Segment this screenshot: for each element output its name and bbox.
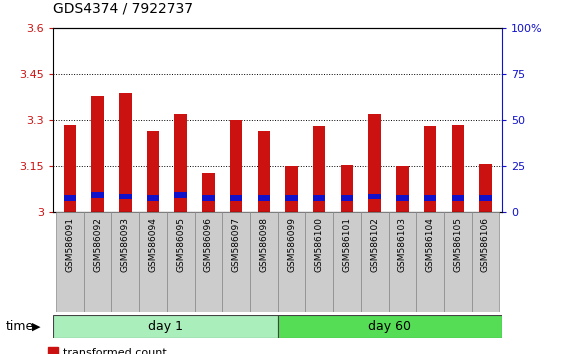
Text: ▶: ▶ xyxy=(32,321,41,332)
Bar xyxy=(313,126,325,212)
Bar xyxy=(84,212,112,312)
Text: GSM586105: GSM586105 xyxy=(453,217,462,272)
Bar xyxy=(222,212,250,312)
Text: GSM586098: GSM586098 xyxy=(259,217,268,272)
Text: GSM586094: GSM586094 xyxy=(149,217,158,272)
Bar xyxy=(202,172,215,212)
Text: GSM586096: GSM586096 xyxy=(204,217,213,272)
Bar xyxy=(424,126,436,212)
Bar xyxy=(112,212,139,312)
Bar xyxy=(230,120,242,212)
Legend: transformed count, percentile rank within the sample: transformed count, percentile rank withi… xyxy=(48,347,251,354)
Bar xyxy=(341,195,353,201)
Bar xyxy=(147,195,159,201)
Bar xyxy=(361,212,389,312)
Bar xyxy=(250,212,278,312)
Text: GSM586099: GSM586099 xyxy=(287,217,296,272)
Text: GSM586106: GSM586106 xyxy=(481,217,490,272)
Bar xyxy=(479,164,491,212)
Text: GSM586104: GSM586104 xyxy=(426,217,435,272)
Bar xyxy=(479,195,491,201)
Bar xyxy=(119,93,132,212)
Bar xyxy=(341,165,353,212)
Text: GSM586102: GSM586102 xyxy=(370,217,379,272)
Bar xyxy=(53,315,278,338)
Text: GSM586097: GSM586097 xyxy=(232,217,241,272)
Bar xyxy=(64,195,76,201)
Text: GSM586092: GSM586092 xyxy=(93,217,102,272)
Bar xyxy=(416,212,444,312)
Bar xyxy=(147,131,159,212)
Bar xyxy=(174,114,187,212)
Bar xyxy=(195,212,222,312)
Bar xyxy=(396,195,408,201)
Bar xyxy=(286,195,298,201)
Bar xyxy=(396,166,408,212)
Bar xyxy=(257,195,270,201)
Bar xyxy=(305,212,333,312)
Bar xyxy=(444,212,472,312)
Bar xyxy=(139,212,167,312)
Text: GSM586103: GSM586103 xyxy=(398,217,407,272)
Text: day 60: day 60 xyxy=(369,320,411,333)
Text: GDS4374 / 7922737: GDS4374 / 7922737 xyxy=(53,2,194,16)
Text: GSM586095: GSM586095 xyxy=(176,217,185,272)
Text: GSM586100: GSM586100 xyxy=(315,217,324,272)
Bar xyxy=(56,212,84,312)
Bar xyxy=(91,192,104,198)
Text: time: time xyxy=(6,320,34,333)
Bar xyxy=(389,212,416,312)
Text: GSM586091: GSM586091 xyxy=(66,217,75,272)
Text: day 1: day 1 xyxy=(148,320,183,333)
Bar xyxy=(452,125,464,212)
Bar xyxy=(286,166,298,212)
Bar xyxy=(472,212,499,312)
Bar xyxy=(257,131,270,212)
Bar xyxy=(119,194,132,199)
Bar xyxy=(333,212,361,312)
Bar xyxy=(424,195,436,201)
Bar xyxy=(452,195,464,201)
Bar xyxy=(278,315,502,338)
Text: GSM586093: GSM586093 xyxy=(121,217,130,272)
Bar xyxy=(167,212,195,312)
Bar xyxy=(369,194,381,199)
Bar xyxy=(313,195,325,201)
Bar xyxy=(230,195,242,201)
Text: GSM586101: GSM586101 xyxy=(342,217,351,272)
Bar xyxy=(91,96,104,212)
Bar xyxy=(202,195,215,201)
Bar xyxy=(369,114,381,212)
Bar xyxy=(64,125,76,212)
Bar xyxy=(278,212,305,312)
Bar xyxy=(174,192,187,198)
